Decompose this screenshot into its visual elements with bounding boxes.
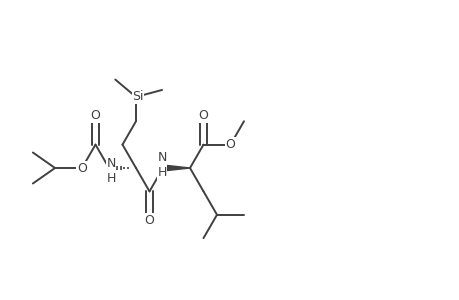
Text: Si: Si <box>132 90 143 104</box>
Polygon shape <box>162 165 190 171</box>
Text: O: O <box>90 109 100 122</box>
Text: N
H: N H <box>106 157 115 185</box>
Text: O: O <box>144 214 154 227</box>
Text: O: O <box>198 109 208 122</box>
Text: O: O <box>77 161 87 175</box>
Text: O: O <box>225 138 235 151</box>
Text: N
H: N H <box>157 151 166 179</box>
